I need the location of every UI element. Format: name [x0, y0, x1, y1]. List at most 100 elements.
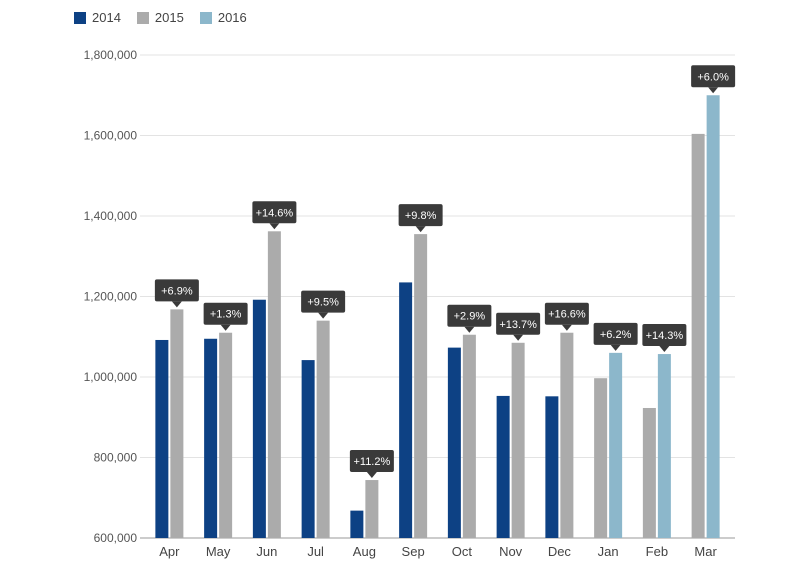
growth-callout: +6.2%: [593, 322, 638, 351]
callout-pointer: [415, 226, 426, 233]
bar-2015-feb: [642, 407, 656, 538]
callout-pointer: [610, 344, 621, 351]
callout-pointer: [318, 312, 329, 319]
callout-label: +1.3%: [210, 309, 242, 321]
callout-label: +2.9%: [454, 311, 486, 323]
callout-pointer: [269, 223, 280, 230]
bar-2015-jan: [594, 378, 608, 538]
legend: 2014 2015 2016: [74, 10, 247, 25]
bar-2014-jul: [301, 360, 315, 538]
growth-callout: +11.2%: [349, 450, 394, 479]
callout-box: [447, 304, 492, 327]
bar-2014-sep: [399, 282, 413, 538]
callout-label: +11.2%: [353, 456, 390, 468]
y-tick-label: 1,000,000: [84, 370, 138, 384]
bar-2015-oct: [462, 334, 476, 538]
callout-label: +6.9%: [161, 285, 193, 297]
callout-label: +6.2%: [600, 329, 632, 341]
legend-item-2016: 2016: [199, 10, 247, 25]
callout-label: +14.6%: [256, 207, 294, 219]
bar-2014-aug: [350, 510, 364, 538]
growth-callout: +13.7%: [496, 312, 541, 341]
x-tick-label: Jun: [256, 544, 277, 559]
callout-box: [593, 322, 638, 345]
callout-box: [544, 302, 589, 325]
y-tick-label: 1,600,000: [84, 129, 138, 143]
bar-2014-apr: [155, 339, 169, 538]
bar-2016-feb: [657, 354, 671, 538]
growth-callout: +6.9%: [154, 279, 199, 308]
legend-item-2015: 2015: [136, 10, 184, 25]
bar-2015-apr: [170, 309, 184, 538]
x-tick-label: Mar: [694, 544, 717, 559]
callout-label: +9.8%: [405, 210, 437, 222]
callout-pointer: [513, 334, 524, 341]
callout-pointer: [561, 324, 572, 331]
callout-label: +14.3%: [646, 330, 684, 342]
growth-callout: +1.3%: [203, 302, 248, 331]
growth-callout: +14.3%: [642, 324, 687, 353]
x-tick-label: Sep: [402, 544, 425, 559]
growth-callout: +6.0%: [691, 65, 736, 94]
x-tick-label: Apr: [159, 544, 180, 559]
bar-2015-jun: [267, 231, 281, 539]
callout-pointer: [708, 87, 719, 94]
growth-callout: +2.9%: [447, 304, 492, 333]
callout-pointer: [366, 472, 377, 479]
legend-label-2015: 2015: [154, 10, 184, 25]
legend-label-2016: 2016: [217, 10, 247, 25]
x-tick-label: Feb: [646, 544, 668, 559]
legend-label-2014: 2014: [92, 10, 121, 25]
callout-pointer: [659, 346, 670, 353]
callout-pointer: [464, 326, 475, 333]
y-tick-label: 800,000: [94, 451, 138, 465]
y-tick-label: 1,800,000: [84, 48, 138, 62]
y-tick-label: 600,000: [94, 531, 138, 545]
callout-box: [398, 204, 443, 227]
legend-swatch-2014: [74, 11, 86, 24]
callout-box: [691, 65, 736, 88]
bar-2014-jun: [252, 299, 266, 538]
bar-2015-dec: [560, 332, 574, 538]
callout-box: [301, 290, 346, 313]
bar-2015-sep: [414, 234, 428, 539]
callout-box: [642, 324, 687, 347]
callout-label: +9.5%: [307, 297, 339, 309]
x-tick-label: Dec: [548, 544, 572, 559]
callout-box: [154, 279, 199, 302]
growth-callout: +9.8%: [398, 204, 443, 233]
callout-label: +6.0%: [697, 71, 729, 83]
callout-pointer: [171, 301, 182, 308]
callout-box: [349, 450, 394, 473]
bar-2015-nov: [511, 342, 525, 538]
bar-2014-dec: [545, 396, 559, 538]
bar-2014-may: [204, 338, 218, 538]
legend-item-2014: 2014: [74, 10, 121, 25]
callout-box: [252, 201, 297, 224]
bar-2015-mar: [691, 133, 705, 538]
x-tick-label: May: [206, 544, 231, 559]
x-tick-label: Oct: [452, 544, 473, 559]
callout-label: +13.7%: [499, 319, 537, 331]
callout-box: [203, 302, 248, 325]
growth-callout: +16.6%: [544, 302, 589, 331]
callout-pointer: [220, 324, 231, 331]
x-tick-label: Jul: [307, 544, 324, 559]
legend-swatch-2015: [136, 11, 149, 24]
bar-2015-may: [219, 332, 233, 538]
x-tick-label: Jan: [598, 544, 619, 559]
legend-swatch-2016: [199, 11, 212, 24]
bar-2015-jul: [316, 320, 330, 538]
x-tick-label: Aug: [353, 544, 376, 559]
growth-callout: +14.6%: [252, 201, 297, 230]
callout-box: [496, 312, 541, 335]
bar-2014-oct: [447, 347, 461, 538]
callout-label: +16.6%: [548, 309, 586, 321]
bar-2015-aug: [365, 480, 379, 538]
growth-callout: +9.5%: [301, 290, 346, 319]
bar-2016-jan: [609, 352, 623, 538]
y-tick-label: 1,400,000: [84, 209, 138, 223]
bar-2016-mar: [706, 95, 720, 538]
y-tick-label: 1,200,000: [84, 290, 138, 304]
